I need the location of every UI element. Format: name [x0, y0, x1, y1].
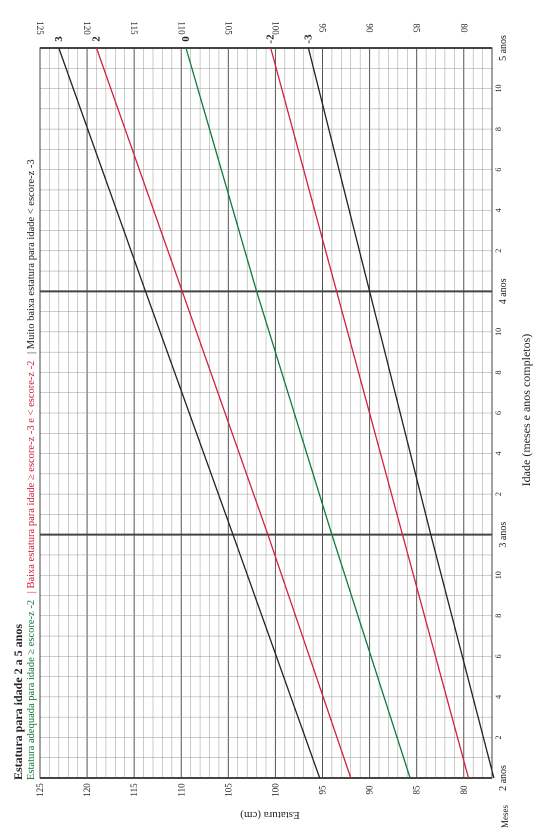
y-axis-title: Estatura (cm)	[240, 809, 300, 821]
month-tick-label: 8	[494, 127, 503, 131]
height-tick-label-bottom: 120	[82, 783, 92, 797]
series-label-z2: 2	[91, 36, 103, 42]
height-tick-labels: 80 80 85 85 90 90 95 95 100 100 105 105 110 110 115 115…	[35, 21, 469, 797]
x-axis-title: Idade (meses e anos completos)	[519, 334, 533, 487]
legend-adequate: Estatura adequada para idade ≥ escore-z …	[26, 600, 37, 780]
plot-border	[39, 47, 493, 779]
year-label: 5 anos	[498, 35, 509, 61]
height-tick-label-top: 80	[459, 24, 469, 34]
year-label: 3 anos	[498, 522, 509, 548]
month-tick-label: 10	[494, 571, 503, 579]
height-tick-label-bottom: 125	[35, 783, 45, 797]
series-line-z3	[58, 47, 321, 779]
height-tick-label-top: 85	[412, 24, 422, 34]
height-tick-label-bottom: 110	[176, 783, 186, 797]
height-tick-label-top: 115	[129, 21, 139, 35]
series-label-z0: 0	[180, 36, 192, 42]
legend-very-low: | Muito baixa estatura para idade < esco…	[26, 159, 37, 354]
series-label-z3: 3	[53, 36, 65, 42]
height-tick-label-top: 110	[176, 21, 186, 35]
series-line-z0	[185, 47, 411, 779]
months-label: Meses	[500, 805, 510, 828]
height-tick-label-bottom: 85	[412, 785, 422, 795]
series-lines	[58, 47, 495, 779]
year-label: 4 anos	[498, 278, 509, 304]
series-label-zneg2: -2	[265, 34, 277, 44]
month-tick-label: 8	[494, 370, 503, 374]
month-tick-label: 6	[494, 168, 503, 172]
svg-text:Estatura adequada para idade ≥: Estatura adequada para idade ≥ escore-z …	[26, 159, 37, 780]
height-tick-label-top: 100	[270, 21, 280, 35]
grid	[39, 47, 493, 779]
month-tick-label: 4	[494, 208, 503, 212]
height-tick-label-top: 90	[365, 24, 375, 34]
series-line-zneg2	[270, 47, 470, 779]
series-line-zneg3	[307, 47, 495, 779]
month-tick-label: 2	[494, 492, 503, 496]
height-tick-label-bottom: 100	[270, 783, 280, 797]
series-line-z2	[95, 47, 352, 779]
year-label: 2 anos	[498, 765, 509, 791]
height-tick-label-bottom: 90	[365, 785, 375, 795]
height-tick-label-top: 120	[82, 21, 92, 35]
height-tick-label-bottom: 105	[223, 783, 233, 797]
year-labels: 2 anos 3 anos 4 anos 5 anos	[498, 35, 509, 791]
chart-title: Estatura para idade 2 a 5 anos	[11, 624, 25, 780]
month-tick-label: 4	[494, 695, 503, 699]
month-tick-label: 2	[494, 249, 503, 253]
month-tick-label: 2	[494, 735, 503, 739]
month-tick-label: 6	[494, 411, 503, 415]
month-tick-labels: 2 4 6 8 10 2 4 6 8 10 2 4 6 8 10	[494, 85, 503, 740]
month-tick-label: 8	[494, 614, 503, 618]
legend-low: | Baixa estatura para idade ≥ escore-z -…	[26, 361, 37, 594]
height-tick-label-top: 125	[35, 21, 45, 35]
month-tick-label: 4	[494, 452, 503, 456]
month-tick-label: 10	[494, 85, 503, 93]
month-tick-label: 6	[494, 654, 503, 658]
series-labels: 3 2 0 -2 -3	[53, 34, 315, 44]
height-tick-label-bottom: 80	[459, 785, 469, 795]
height-tick-label-top: 105	[223, 21, 233, 35]
month-tick-label: 10	[494, 328, 503, 336]
height-tick-label-bottom: 115	[129, 783, 139, 797]
series-label-zneg3: -3	[302, 34, 314, 44]
height-tick-label-top: 95	[318, 24, 328, 34]
height-tick-label-bottom: 95	[318, 785, 328, 795]
